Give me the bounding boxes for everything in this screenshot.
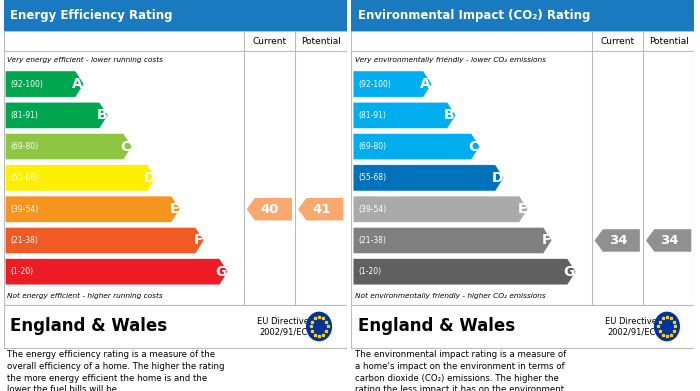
Bar (4, 31, 346, 305)
Text: Energy Efficiency Rating: Energy Efficiency Rating (10, 9, 173, 22)
Text: F: F (541, 233, 551, 248)
Polygon shape (353, 71, 432, 97)
Text: EU Directive
2002/91/EC: EU Directive 2002/91/EC (258, 317, 309, 336)
Polygon shape (353, 165, 504, 191)
Text: G: G (216, 265, 227, 279)
Text: B: B (444, 108, 455, 122)
Text: (21-38): (21-38) (10, 236, 38, 245)
Polygon shape (5, 196, 180, 222)
Polygon shape (5, 165, 156, 191)
Text: (39-54): (39-54) (10, 204, 38, 214)
Polygon shape (353, 258, 576, 285)
Polygon shape (5, 71, 84, 97)
Text: (81-91): (81-91) (358, 111, 386, 120)
Text: D: D (144, 171, 155, 185)
Polygon shape (5, 258, 228, 285)
Text: Current: Current (600, 36, 634, 46)
Bar (351, 0, 694, 31)
Text: (92-100): (92-100) (358, 79, 391, 89)
Polygon shape (353, 227, 552, 254)
Polygon shape (246, 198, 292, 221)
Text: The environmental impact rating is a measure of
a home's impact on the environme: The environmental impact rating is a mea… (355, 350, 566, 391)
Bar (4, 0, 346, 31)
Polygon shape (5, 102, 108, 129)
Bar (351, 31, 694, 305)
Text: (1-20): (1-20) (10, 267, 34, 276)
Polygon shape (646, 229, 692, 252)
Text: A: A (72, 77, 83, 91)
Text: D: D (491, 171, 503, 185)
Circle shape (306, 312, 332, 341)
Text: 34: 34 (609, 234, 627, 247)
Text: (39-54): (39-54) (358, 204, 386, 214)
Text: Potential: Potential (649, 36, 689, 46)
Text: Not environmentally friendly - higher CO₂ emissions: Not environmentally friendly - higher CO… (355, 293, 545, 299)
Polygon shape (353, 196, 528, 222)
Text: E: E (517, 202, 527, 216)
Text: Environmental Impact (CO₂) Rating: Environmental Impact (CO₂) Rating (358, 9, 591, 22)
Text: C: C (120, 140, 131, 154)
Polygon shape (298, 198, 344, 221)
Text: Very energy efficient - lower running costs: Very energy efficient - lower running co… (7, 57, 163, 63)
Text: Very environmentally friendly - lower CO₂ emissions: Very environmentally friendly - lower CO… (355, 57, 546, 63)
Text: (81-91): (81-91) (10, 111, 38, 120)
Text: England & Wales: England & Wales (10, 317, 167, 335)
Polygon shape (353, 102, 456, 129)
Text: (92-100): (92-100) (10, 79, 43, 89)
Text: Potential: Potential (301, 36, 341, 46)
Text: E: E (169, 202, 179, 216)
Polygon shape (353, 133, 480, 160)
Bar (351, 305, 694, 348)
Text: The energy efficiency rating is a measure of the
overall efficiency of a home. T: The energy efficiency rating is a measur… (7, 350, 225, 391)
Text: 40: 40 (261, 203, 279, 216)
Text: C: C (468, 140, 479, 154)
Polygon shape (5, 133, 132, 160)
Polygon shape (594, 229, 640, 252)
Text: Current: Current (252, 36, 286, 46)
Text: EU Directive
2002/91/EC: EU Directive 2002/91/EC (606, 317, 657, 336)
Polygon shape (5, 227, 204, 254)
Bar (4, 305, 346, 348)
Text: (21-38): (21-38) (358, 236, 386, 245)
Text: (69-80): (69-80) (358, 142, 386, 151)
Text: (55-68): (55-68) (10, 173, 38, 183)
Text: 41: 41 (312, 203, 331, 216)
Text: A: A (420, 77, 430, 91)
Text: England & Wales: England & Wales (358, 317, 515, 335)
Text: Not energy efficient - higher running costs: Not energy efficient - higher running co… (7, 293, 162, 299)
Text: F: F (193, 233, 203, 248)
Text: (69-80): (69-80) (10, 142, 38, 151)
Text: (1-20): (1-20) (358, 267, 382, 276)
Text: G: G (564, 265, 575, 279)
Text: B: B (97, 108, 107, 122)
Text: (55-68): (55-68) (358, 173, 386, 183)
Text: 34: 34 (660, 234, 679, 247)
Circle shape (654, 312, 680, 341)
